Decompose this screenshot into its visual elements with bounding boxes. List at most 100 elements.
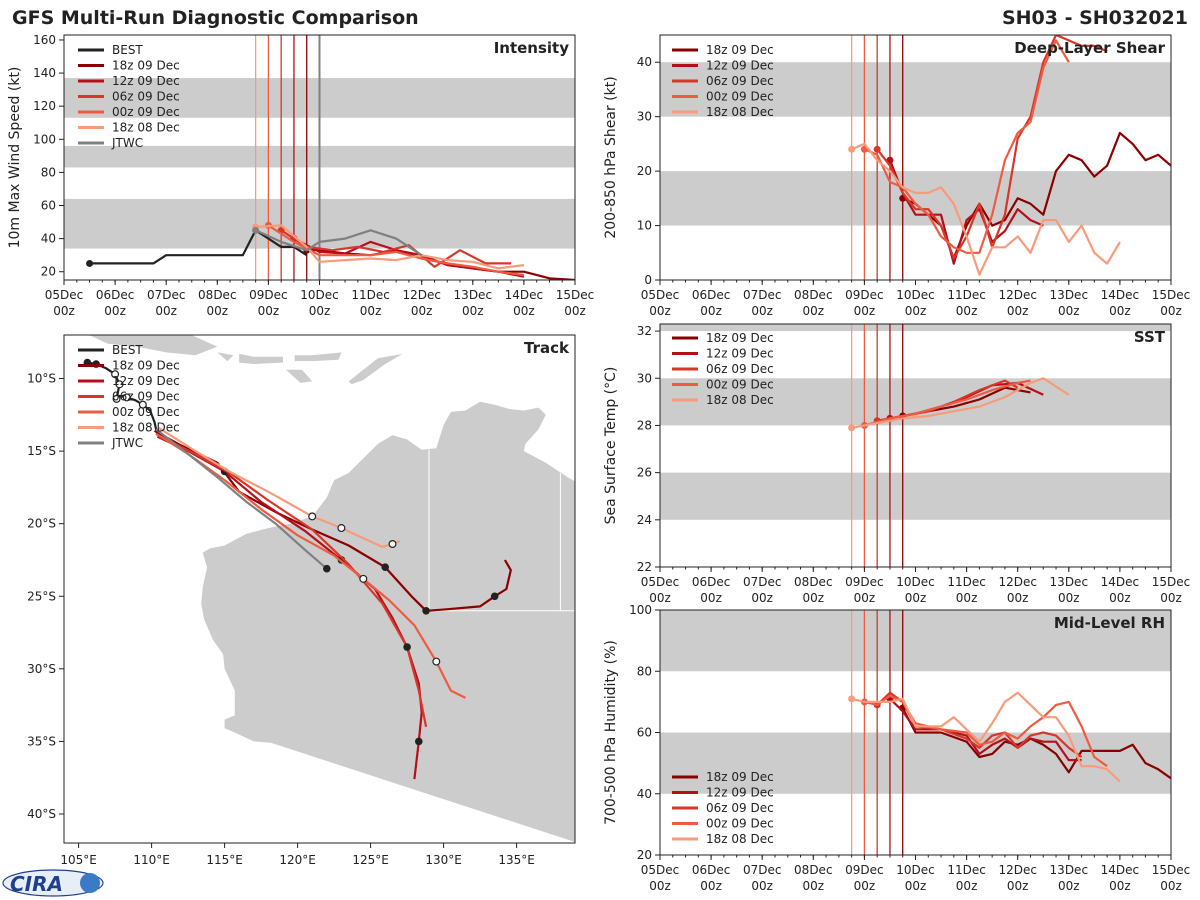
series-line xyxy=(888,159,1044,265)
x-tick-label: 00z xyxy=(649,304,671,318)
track-point-filled xyxy=(414,737,423,746)
series-point xyxy=(848,145,856,153)
x-tick-label: 00z xyxy=(854,879,876,893)
land-flores xyxy=(294,352,342,362)
x-tick-label: 00z xyxy=(956,304,978,318)
x-tick-label: 13Dec xyxy=(1050,575,1089,589)
x-tick-label: 09Dec xyxy=(845,575,884,589)
x-tick-label: 00z xyxy=(462,304,484,318)
track-point-open xyxy=(122,393,131,402)
plot-area xyxy=(64,35,575,280)
globe-icon xyxy=(80,873,100,893)
track-point-open xyxy=(337,524,346,533)
x-tick-label: 00z xyxy=(956,879,978,893)
series-line xyxy=(851,142,1121,276)
series-line xyxy=(889,698,1082,762)
y-tick-label: 24 xyxy=(637,513,652,527)
x-tick-label: 00z xyxy=(207,304,229,318)
legend-label: JTWC xyxy=(111,436,143,450)
shaded-band xyxy=(660,171,1171,226)
legend-label: 18z 09 Dec xyxy=(706,43,774,57)
x-tick-label: 00z xyxy=(854,591,876,605)
legend-label: 06z 09 Dec xyxy=(112,390,180,404)
legend-label: 12z 09 Dec xyxy=(112,374,180,388)
series-line xyxy=(864,694,1108,768)
land-bali xyxy=(217,352,234,362)
legend-label: 06z 09 Dec xyxy=(112,90,180,104)
x-tick-label: 10Dec xyxy=(896,575,935,589)
x-tick-label: 00z xyxy=(1109,304,1131,318)
series-point xyxy=(873,145,881,153)
series-point xyxy=(252,226,260,234)
track-line xyxy=(153,429,512,612)
x-tick-label: 00z xyxy=(905,591,927,605)
x-tick-label: 00z xyxy=(155,304,177,318)
x-tick-label: 00z xyxy=(1058,879,1080,893)
land-timor xyxy=(348,353,403,385)
x-tick-label: 10Dec xyxy=(300,288,339,302)
legend-label: 00z 09 Dec xyxy=(112,105,180,119)
plot-area xyxy=(660,35,1171,280)
x-tick-label: 12Dec xyxy=(998,288,1037,302)
plot-area xyxy=(660,324,1171,567)
x-tick-label: 00z xyxy=(803,591,825,605)
y-tick-label: 25°S xyxy=(27,589,56,603)
y-tick-label: 60 xyxy=(637,726,652,740)
x-tick-label: 00z xyxy=(564,304,586,318)
storm-id: SH03 - SH032021 xyxy=(1002,7,1188,29)
y-tick-label: 26 xyxy=(637,466,652,480)
y-tick-label: 100 xyxy=(629,603,652,617)
shaded-band xyxy=(660,62,1171,117)
plot-area xyxy=(660,610,1171,855)
legend-label: 00z 09 Dec xyxy=(706,378,774,392)
x-tick-label: 00z xyxy=(700,879,722,893)
x-tick-label: 00z xyxy=(1160,879,1182,893)
x-tick-label: 110°E xyxy=(133,853,170,867)
series-line xyxy=(863,39,1070,254)
x-tick-label: 14Dec xyxy=(1101,863,1140,877)
y-tick-label: 32 xyxy=(637,324,652,338)
y-tick-label: 40 xyxy=(637,787,652,801)
x-tick-label: 06Dec xyxy=(692,575,731,589)
legend-label: BEST xyxy=(112,343,143,357)
x-tick-label: 00z xyxy=(700,304,722,318)
y-tick-label: 35°S xyxy=(27,734,56,748)
x-tick-label: 08Dec xyxy=(794,575,833,589)
x-tick-label: 105°E xyxy=(60,853,97,867)
y-tick-label: 80 xyxy=(637,664,652,678)
x-tick-label: 00z xyxy=(1058,304,1080,318)
cira-logo-badge xyxy=(2,869,104,897)
y-tick-label: 22 xyxy=(637,560,652,574)
x-tick-label: 08Dec xyxy=(794,288,833,302)
x-tick-label: 05Dec xyxy=(45,288,84,302)
y-axis-label: Sea Surface Temp (°C) xyxy=(603,367,619,525)
y-tick-label: 80 xyxy=(41,165,56,179)
figure-title: GFS Multi-Run Diagnostic Comparison xyxy=(12,7,419,29)
x-tick-label: 00z xyxy=(309,304,331,318)
x-tick-label: 09Dec xyxy=(845,288,884,302)
x-tick-label: 00z xyxy=(905,879,927,893)
cira-logo: CIRA xyxy=(2,869,104,897)
x-tick-label: 14Dec xyxy=(1101,288,1140,302)
y-tick-label: 40 xyxy=(41,232,56,246)
y-tick-label: 0 xyxy=(644,273,652,287)
track-point-open xyxy=(359,574,368,583)
panel-track: 105°E 110°E 115°E 120°E 125°E 130°E 135°E 10°S 1… xyxy=(27,334,576,867)
x-tick-label: 00z xyxy=(360,304,382,318)
x-tick-label: 125°E xyxy=(352,853,389,867)
legend-label: 18z 09 Dec xyxy=(112,359,180,373)
x-tick-label: 09Dec xyxy=(249,288,288,302)
y-tick-label: 30 xyxy=(637,371,652,385)
x-tick-label: 15Dec xyxy=(1152,288,1191,302)
x-tick-label: 00z xyxy=(905,304,927,318)
legend-label: 18z 08 Dec xyxy=(706,105,774,119)
legend-label: 00z 09 Dec xyxy=(112,405,180,419)
x-tick-label: 06Dec xyxy=(96,288,135,302)
x-tick-label: 00z xyxy=(1007,879,1029,893)
series-line xyxy=(255,224,525,270)
panel-title: Track xyxy=(524,339,570,357)
track-point-open xyxy=(308,512,317,521)
x-tick-label: 07Dec xyxy=(743,288,782,302)
legend-label: 18z 09 Dec xyxy=(112,59,180,73)
land-lombok-sumbawa xyxy=(239,353,283,364)
